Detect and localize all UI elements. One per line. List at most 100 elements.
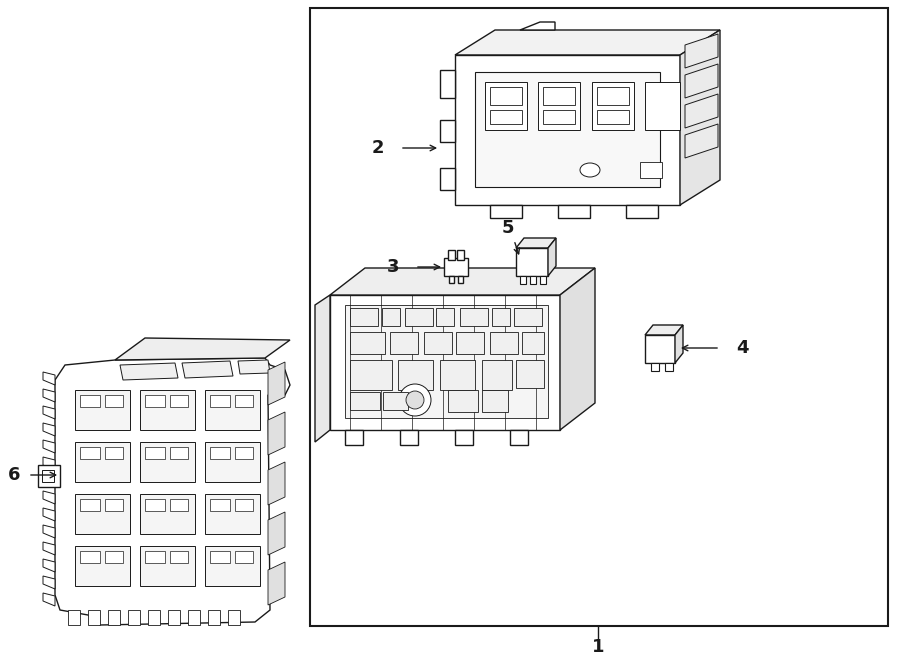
Bar — [543, 110, 575, 124]
Bar — [210, 447, 230, 459]
Polygon shape — [510, 430, 528, 445]
Polygon shape — [43, 474, 55, 487]
Bar — [516, 360, 544, 388]
Bar — [75, 494, 130, 534]
Bar — [490, 87, 522, 105]
Polygon shape — [68, 610, 80, 625]
Polygon shape — [43, 508, 55, 521]
Bar — [105, 499, 123, 511]
Polygon shape — [115, 338, 290, 360]
Bar — [80, 499, 100, 511]
Bar — [538, 82, 580, 130]
Polygon shape — [400, 430, 418, 445]
Polygon shape — [43, 576, 55, 589]
Polygon shape — [268, 362, 285, 405]
Bar — [235, 551, 253, 563]
Bar — [350, 308, 378, 326]
Bar — [665, 363, 673, 371]
Polygon shape — [680, 30, 720, 205]
Polygon shape — [238, 360, 270, 374]
Polygon shape — [268, 412, 285, 455]
Bar — [75, 442, 130, 482]
Bar — [145, 499, 165, 511]
Ellipse shape — [580, 163, 600, 177]
Polygon shape — [120, 363, 178, 380]
Text: 3: 3 — [387, 258, 400, 276]
Polygon shape — [128, 610, 140, 625]
Bar — [440, 360, 475, 390]
Polygon shape — [208, 610, 220, 625]
Bar — [530, 276, 536, 284]
Bar — [490, 332, 518, 354]
Polygon shape — [685, 64, 718, 98]
Polygon shape — [315, 295, 330, 442]
Bar — [80, 551, 100, 563]
Polygon shape — [558, 205, 590, 218]
Bar — [170, 551, 188, 563]
Polygon shape — [330, 268, 595, 295]
Polygon shape — [148, 610, 160, 625]
Bar — [436, 308, 454, 326]
Bar — [145, 447, 165, 459]
Text: 2: 2 — [372, 139, 384, 157]
Polygon shape — [440, 70, 455, 98]
Polygon shape — [516, 248, 548, 276]
Polygon shape — [268, 462, 285, 505]
Bar — [490, 110, 522, 124]
Bar — [42, 470, 54, 482]
Bar — [514, 308, 542, 326]
Polygon shape — [685, 94, 718, 128]
Polygon shape — [455, 55, 680, 205]
Bar — [460, 308, 488, 326]
Bar — [597, 87, 629, 105]
Bar — [390, 332, 418, 354]
Bar — [38, 465, 60, 487]
Polygon shape — [43, 559, 55, 572]
Polygon shape — [330, 295, 560, 430]
Bar — [350, 332, 385, 354]
Bar — [140, 494, 195, 534]
Bar — [75, 546, 130, 586]
Bar — [205, 546, 260, 586]
Bar — [383, 392, 408, 410]
Bar — [398, 360, 433, 390]
Polygon shape — [626, 205, 658, 218]
Bar — [592, 82, 634, 130]
Polygon shape — [188, 610, 200, 625]
Bar — [449, 276, 454, 283]
Circle shape — [399, 384, 431, 416]
Bar — [350, 360, 392, 390]
Bar — [448, 250, 455, 260]
Polygon shape — [43, 525, 55, 538]
Bar — [170, 395, 188, 407]
Polygon shape — [43, 372, 55, 385]
Bar — [640, 162, 662, 178]
Bar — [405, 308, 433, 326]
Bar — [235, 499, 253, 511]
Text: 5: 5 — [502, 219, 514, 237]
Polygon shape — [490, 205, 522, 218]
Bar — [80, 395, 100, 407]
Bar — [170, 447, 188, 459]
Polygon shape — [43, 593, 55, 606]
Polygon shape — [43, 406, 55, 419]
Polygon shape — [345, 430, 363, 445]
Polygon shape — [645, 325, 683, 335]
Bar — [448, 390, 478, 412]
Circle shape — [406, 391, 424, 409]
Polygon shape — [645, 335, 675, 363]
Bar — [520, 276, 526, 284]
Bar — [145, 551, 165, 563]
Bar — [210, 395, 230, 407]
Polygon shape — [55, 358, 290, 625]
Polygon shape — [43, 389, 55, 402]
Text: 6: 6 — [8, 466, 20, 484]
Polygon shape — [168, 610, 180, 625]
Polygon shape — [268, 562, 285, 605]
Bar — [651, 363, 659, 371]
Bar — [482, 390, 508, 412]
Polygon shape — [440, 120, 455, 142]
Polygon shape — [43, 542, 55, 555]
Bar — [645, 82, 680, 130]
Bar — [424, 332, 452, 354]
